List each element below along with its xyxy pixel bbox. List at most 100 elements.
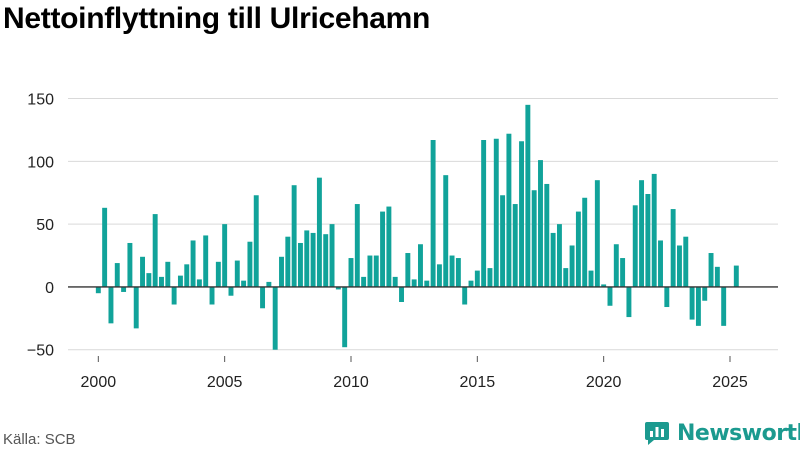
bar bbox=[342, 286, 348, 348]
bar bbox=[291, 185, 297, 287]
bar bbox=[525, 104, 531, 287]
bar bbox=[607, 286, 613, 306]
bar bbox=[519, 141, 525, 287]
bar bbox=[462, 286, 468, 305]
bar bbox=[140, 256, 146, 287]
y-tick-label: 150 bbox=[27, 92, 54, 109]
bar bbox=[721, 286, 727, 326]
bar bbox=[430, 140, 436, 287]
brand: Newsworthy bbox=[644, 420, 800, 446]
bar bbox=[323, 234, 329, 287]
bar bbox=[348, 258, 354, 287]
bar bbox=[260, 286, 266, 309]
bar bbox=[645, 194, 651, 287]
bar bbox=[658, 240, 663, 287]
bar bbox=[683, 236, 689, 287]
bar bbox=[386, 206, 392, 287]
bar bbox=[563, 268, 569, 287]
bar bbox=[354, 204, 360, 287]
x-tick-label: 2025 bbox=[712, 374, 748, 391]
bar bbox=[361, 276, 367, 287]
bar bbox=[550, 232, 556, 287]
bar bbox=[664, 286, 670, 308]
bar bbox=[436, 264, 442, 287]
bar bbox=[689, 286, 695, 320]
bar bbox=[575, 211, 581, 287]
bar bbox=[538, 160, 543, 287]
bar bbox=[481, 140, 487, 287]
x-axis-ticks: 2000 2005 2010 2015 2020 2025 bbox=[81, 356, 748, 391]
bar bbox=[247, 241, 253, 287]
bar bbox=[146, 273, 152, 287]
bar bbox=[601, 284, 607, 287]
bar bbox=[102, 207, 108, 287]
bar bbox=[556, 224, 562, 287]
bar bbox=[114, 263, 120, 287]
bar bbox=[335, 286, 341, 290]
bar bbox=[670, 209, 676, 287]
y-tick-label: −50 bbox=[27, 343, 54, 360]
bar bbox=[373, 255, 379, 287]
bar bbox=[209, 286, 215, 305]
bars bbox=[95, 104, 739, 350]
bar bbox=[95, 286, 101, 294]
bar bbox=[253, 195, 259, 287]
bar bbox=[506, 133, 512, 287]
bar bbox=[127, 242, 133, 287]
bar bbox=[651, 173, 657, 287]
bar bbox=[133, 286, 139, 329]
bar bbox=[626, 286, 632, 318]
bar bbox=[512, 204, 518, 287]
bar bbox=[380, 211, 386, 287]
bar bbox=[108, 286, 114, 324]
bar bbox=[171, 286, 177, 305]
bar bbox=[234, 260, 240, 287]
bar bbox=[443, 175, 449, 287]
bar bbox=[177, 275, 183, 287]
bar bbox=[418, 244, 423, 287]
y-tick-label: 100 bbox=[27, 154, 54, 171]
bar bbox=[702, 286, 708, 301]
chart-title: Nettoinflyttning till Ulricehamn bbox=[3, 2, 431, 35]
x-tick-label: 2020 bbox=[586, 374, 622, 391]
bar bbox=[632, 205, 638, 287]
bar bbox=[613, 244, 619, 287]
bar bbox=[297, 242, 303, 287]
bar bbox=[190, 240, 196, 287]
bar bbox=[196, 279, 202, 287]
bar bbox=[468, 280, 474, 287]
bar bbox=[222, 224, 228, 287]
bar bbox=[733, 265, 739, 287]
bar bbox=[203, 235, 209, 287]
y-tick-label: 50 bbox=[36, 217, 54, 234]
bar bbox=[588, 270, 594, 287]
x-tick-label: 2005 bbox=[207, 374, 243, 391]
bar bbox=[405, 253, 411, 287]
bar bbox=[695, 286, 701, 326]
source-label: Källa: SCB bbox=[3, 431, 76, 448]
bar bbox=[310, 232, 316, 287]
bar bbox=[411, 279, 417, 287]
bar bbox=[544, 183, 550, 287]
bar bbox=[159, 276, 164, 287]
bar bbox=[493, 138, 499, 287]
bar bbox=[455, 258, 461, 287]
bar bbox=[639, 180, 645, 287]
bar bbox=[474, 270, 480, 287]
bar bbox=[531, 190, 537, 287]
bar bbox=[272, 286, 278, 350]
y-axis-ticks: −50 0 50 100 150 bbox=[27, 92, 54, 360]
x-tick-label: 2015 bbox=[460, 374, 496, 391]
bar bbox=[676, 245, 682, 287]
bar bbox=[399, 286, 404, 302]
bar bbox=[449, 255, 455, 287]
y-tick-label: 0 bbox=[45, 280, 54, 297]
bar bbox=[329, 224, 335, 287]
brand-name: Newsworthy bbox=[677, 420, 800, 446]
bar bbox=[367, 255, 373, 287]
bar bbox=[569, 245, 575, 287]
x-tick-label: 2000 bbox=[81, 374, 117, 391]
bar bbox=[184, 264, 190, 287]
x-tick-label: 2010 bbox=[333, 374, 369, 391]
bar bbox=[152, 214, 158, 287]
